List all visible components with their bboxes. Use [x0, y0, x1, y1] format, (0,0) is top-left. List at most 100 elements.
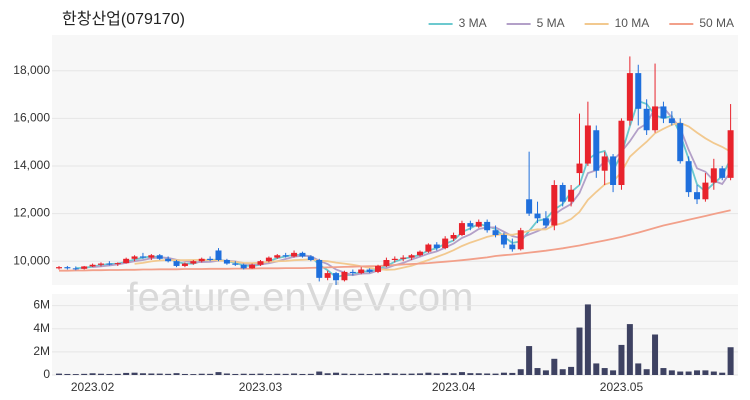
- candle-body: [139, 256, 146, 258]
- candle-body: [114, 263, 121, 265]
- volume-bar: [484, 373, 491, 375]
- candle-body: [509, 244, 516, 250]
- volume-bar: [391, 373, 398, 375]
- volume-bar: [173, 373, 180, 375]
- volume-bar: [526, 346, 533, 375]
- candle-body: [727, 130, 734, 178]
- candle-body: [232, 263, 239, 265]
- watermark: feature.enVieV.com: [127, 276, 474, 320]
- candle-body: [148, 255, 155, 258]
- candle-body: [391, 258, 398, 260]
- candle-body: [349, 271, 356, 274]
- volume-bar: [677, 371, 684, 375]
- y-tick-label: 2M: [33, 344, 50, 358]
- candle-body: [299, 252, 306, 257]
- volume-bar: [265, 373, 272, 375]
- candle-body: [358, 269, 365, 274]
- candle-body: [173, 261, 180, 266]
- volume-bar: [207, 373, 214, 375]
- candle-body: [89, 264, 96, 267]
- volume-bar: [534, 368, 541, 375]
- volume-bar: [64, 373, 71, 375]
- volume-bar: [668, 370, 675, 375]
- candle-body: [694, 192, 701, 200]
- candle-body: [307, 256, 314, 260]
- volume-bar: [500, 372, 507, 375]
- volume-bar: [181, 373, 188, 375]
- candle-body: [576, 163, 583, 174]
- candle-body: [559, 185, 566, 202]
- volume-bar: [190, 374, 197, 375]
- candle-body: [450, 235, 457, 239]
- volume-bar: [568, 366, 575, 375]
- volume-bar: [274, 373, 281, 375]
- volume-bar: [316, 371, 323, 375]
- candle-body: [467, 223, 474, 227]
- volume-bar: [223, 373, 230, 375]
- candle-body: [72, 268, 79, 270]
- volume-bar: [643, 369, 650, 375]
- volume-bar: [416, 373, 423, 375]
- volume-bar: [433, 373, 440, 375]
- volume-bar: [72, 374, 79, 375]
- candle-body: [190, 261, 197, 264]
- volume-bar: [559, 369, 566, 375]
- candle-body: [685, 161, 692, 193]
- volume-bar: [165, 373, 172, 375]
- volume-bar: [442, 372, 449, 375]
- candle-body: [249, 264, 256, 269]
- legend-label: 5 MA: [537, 16, 565, 30]
- volume-bar: [106, 373, 113, 375]
- volume-bar: [349, 373, 356, 375]
- volume-bar: [593, 363, 600, 375]
- volume-bar: [492, 373, 499, 375]
- volume-bar: [282, 373, 289, 375]
- y-tick-label: 6M: [33, 298, 50, 312]
- candle-body: [383, 260, 390, 266]
- volume-bar: [324, 373, 331, 375]
- candle-body: [56, 267, 62, 269]
- y-tick-label: 0: [43, 367, 50, 381]
- candle-body: [484, 221, 491, 231]
- candle-body: [123, 258, 130, 264]
- volume-bar: [148, 373, 155, 375]
- candle-body: [81, 266, 88, 269]
- y-tick-label: 14,000: [13, 158, 50, 172]
- volume-bar: [232, 373, 239, 375]
- volume-bar: [97, 373, 104, 375]
- volume-bar: [450, 373, 457, 375]
- volume-bar: [694, 370, 701, 375]
- volume-bar: [249, 373, 256, 375]
- volume-bar: [333, 372, 340, 375]
- volume-bar: [576, 327, 583, 375]
- legend-label: 3 MA: [459, 16, 487, 30]
- volume-bar: [215, 372, 222, 375]
- candle-body: [341, 271, 348, 281]
- volume-bar: [467, 373, 474, 375]
- candle-body: [652, 106, 659, 131]
- candle-body: [610, 156, 617, 185]
- candle-body: [316, 260, 323, 278]
- candle-body: [257, 261, 264, 265]
- legend-label: 50 MA: [699, 16, 734, 30]
- candle-body: [366, 269, 373, 272]
- ma-line: [134, 121, 732, 271]
- volume-bar: [114, 373, 121, 375]
- volume-bar: [139, 373, 146, 375]
- volume-bar: [551, 358, 558, 375]
- volume-bar: [240, 373, 247, 375]
- x-tick-label: 2023.04: [432, 380, 476, 394]
- candle-body: [584, 125, 591, 164]
- y-tick-label: 4M: [33, 321, 50, 335]
- candle-body: [534, 213, 541, 219]
- legend-label: 10 MA: [615, 16, 650, 30]
- volume-bar: [727, 347, 734, 375]
- candle-body: [333, 273, 340, 281]
- ma-line: [59, 209, 731, 272]
- candle-body: [106, 263, 113, 265]
- volume-bar: [475, 373, 482, 375]
- x-tick-label: 2023.05: [600, 380, 644, 394]
- volume-bar: [702, 370, 709, 375]
- candle-body: [156, 255, 163, 259]
- candle-body: [719, 168, 726, 178]
